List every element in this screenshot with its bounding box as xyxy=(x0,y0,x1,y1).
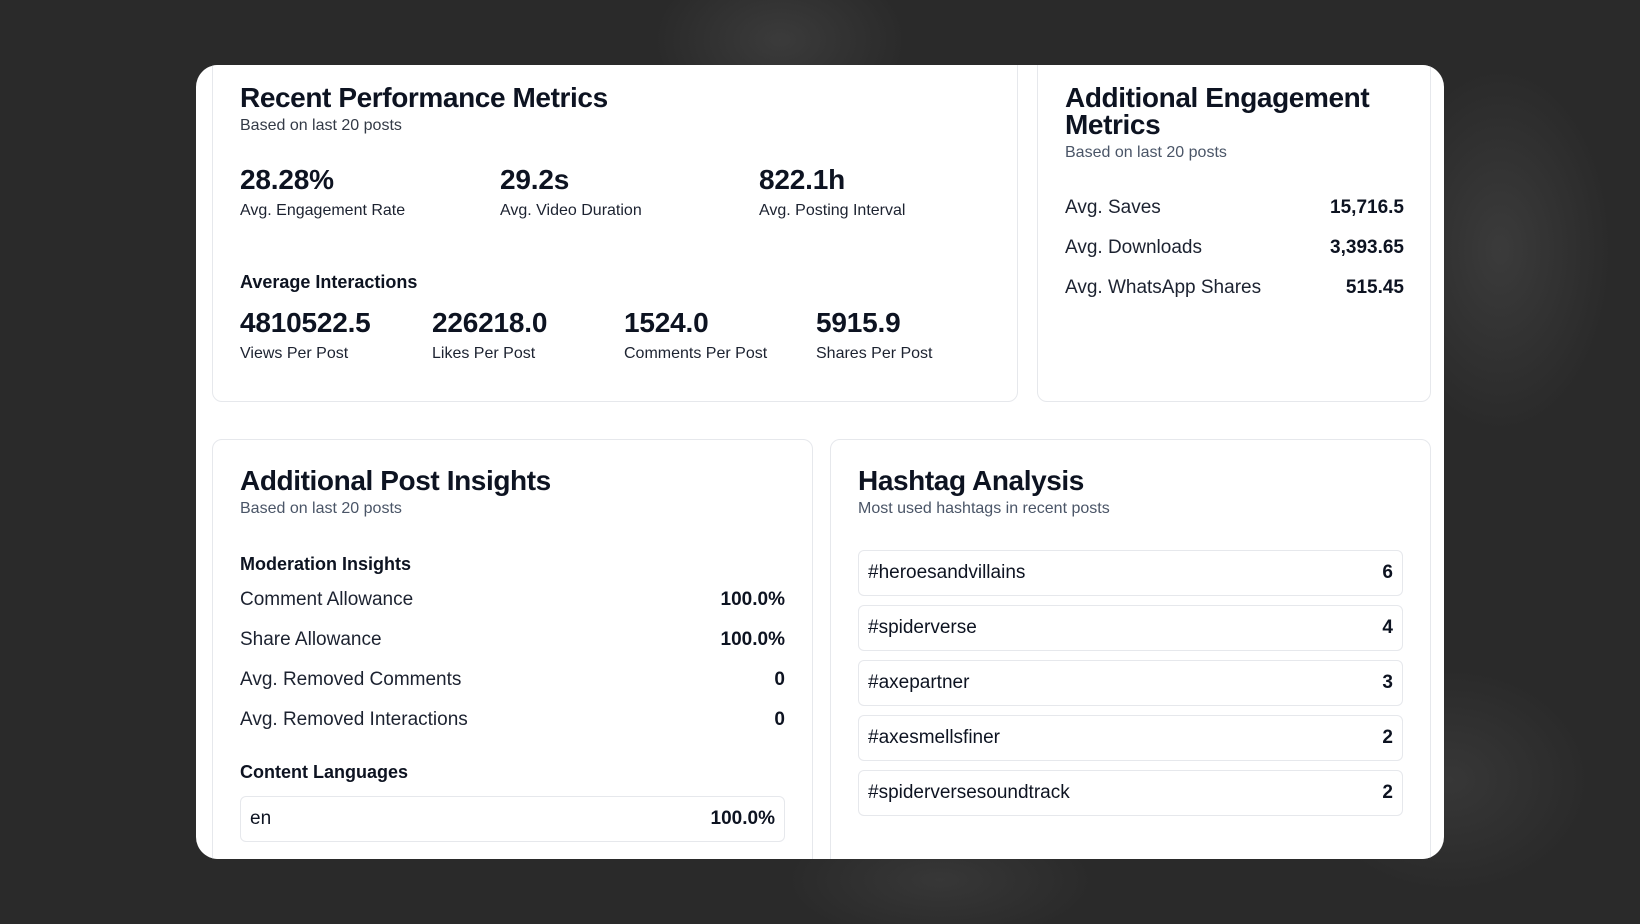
hashtag-item[interactable]: #axepartner 3 xyxy=(858,660,1403,706)
language-item: en 100.0% xyxy=(240,796,785,842)
hashtag-subtitle: Most used hashtags in recent posts xyxy=(858,500,1110,517)
row-label: Avg. WhatsApp Shares xyxy=(1065,277,1262,298)
interaction-shares: 5915.9 Shares Per Post xyxy=(816,307,933,363)
row-label: Comment Allowance xyxy=(240,589,414,610)
moderation-row-removed-comments: Avg. Removed Comments 0 xyxy=(240,660,785,700)
interaction-value: 1524.0 xyxy=(624,307,709,338)
interaction-label: Shares Per Post xyxy=(816,345,933,362)
row-value: 100.0% xyxy=(720,589,785,610)
hashtag-tag: #axesmellsfiner xyxy=(868,727,1000,748)
hashtag-item[interactable]: #spiderverse 4 xyxy=(858,605,1403,651)
row-value: 100.0% xyxy=(720,629,785,650)
stat-value: 28.28% xyxy=(240,164,334,195)
stat-value: 822.1h xyxy=(759,164,845,195)
row-label: Avg. Saves xyxy=(1065,197,1161,218)
hashtag-count: 2 xyxy=(1382,727,1393,748)
engagement-subtitle: Based on last 20 posts xyxy=(1065,144,1227,161)
hashtag-count: 3 xyxy=(1382,672,1393,693)
hashtag-tag: #heroesandvillains xyxy=(868,562,1026,583)
performance-card: Recent Performance Metrics Based on last… xyxy=(212,65,1018,402)
stat-label: Avg. Engagement Rate xyxy=(240,202,406,219)
moderation-row-removed-interactions: Avg. Removed Interactions 0 xyxy=(240,700,785,740)
moderation-heading: Moderation Insights xyxy=(240,554,411,574)
interaction-comments: 1524.0 Comments Per Post xyxy=(624,307,767,363)
row-value: 15,716.5 xyxy=(1330,197,1404,218)
hashtag-count: 4 xyxy=(1382,617,1393,638)
hashtag-item[interactable]: #spiderversesoundtrack 2 xyxy=(858,770,1403,816)
row-value: 0 xyxy=(774,709,785,730)
engagement-card: Additional Engagement Metrics Based on l… xyxy=(1037,65,1431,402)
hashtag-title: Hashtag Analysis xyxy=(858,465,1084,496)
engagement-title-line1: Additional Engagement xyxy=(1065,82,1370,113)
languages-heading: Content Languages xyxy=(240,762,409,782)
row-value: 0 xyxy=(774,669,785,690)
hashtag-tag: #spiderverse xyxy=(868,617,977,638)
stat-label: Avg. Posting Interval xyxy=(759,202,906,219)
performance-title: Recent Performance Metrics xyxy=(240,82,608,113)
engagement-title-line2: Metrics xyxy=(1065,109,1161,140)
insights-title: Additional Post Insights xyxy=(240,465,551,496)
hashtag-count: 2 xyxy=(1382,782,1393,803)
row-label: Avg. Downloads xyxy=(1065,237,1202,258)
language-label: en xyxy=(250,808,272,829)
moderation-row-comment-allowance: Comment Allowance 100.0% xyxy=(240,580,785,620)
row-label: Avg. Removed Comments xyxy=(240,669,462,690)
dashboard-panel: Recent Performance Metrics Based on last… xyxy=(196,65,1444,859)
interaction-value: 5915.9 xyxy=(816,307,901,338)
engagement-row-saves: Avg. Saves 15,716.5 xyxy=(1065,188,1404,228)
hashtag-tag: #spiderversesoundtrack xyxy=(868,782,1070,803)
hashtag-count: 6 xyxy=(1382,562,1393,583)
interaction-likes: 226218.0 Likes Per Post xyxy=(432,307,547,363)
stat-video-duration: 29.2s Avg. Video Duration xyxy=(500,164,642,220)
engagement-row-whatsapp: Avg. WhatsApp Shares 515.45 xyxy=(1065,268,1404,308)
interaction-value: 226218.0 xyxy=(432,307,548,338)
stat-value: 29.2s xyxy=(500,164,570,195)
stat-label: Avg. Video Duration xyxy=(500,202,642,219)
row-value: 515.45 xyxy=(1345,277,1404,298)
engagement-row-downloads: Avg. Downloads 3,393.65 xyxy=(1065,228,1404,268)
hashtag-item[interactable]: #axesmellsfiner 2 xyxy=(858,715,1403,761)
moderation-row-share-allowance: Share Allowance 100.0% xyxy=(240,620,785,660)
stat-posting-interval: 822.1h Avg. Posting Interval xyxy=(759,164,905,220)
hashtag-tag: #axepartner xyxy=(868,672,970,693)
performance-subtitle: Based on last 20 posts xyxy=(240,117,402,134)
hashtag-card: Hashtag Analysis Most used hashtags in r… xyxy=(830,439,1431,859)
interaction-label: Comments Per Post xyxy=(624,345,768,362)
interaction-value: 4810522.5 xyxy=(240,307,371,338)
insights-card: Additional Post Insights Based on last 2… xyxy=(212,439,813,859)
row-value: 3,393.65 xyxy=(1330,237,1404,258)
row-label: Share Allowance xyxy=(240,629,382,650)
language-value: 100.0% xyxy=(710,808,775,829)
stat-engagement-rate: 28.28% Avg. Engagement Rate xyxy=(240,164,405,220)
row-label: Avg. Removed Interactions xyxy=(240,709,468,730)
interactions-heading: Average Interactions xyxy=(240,272,418,292)
interaction-views: 4810522.5 Views Per Post xyxy=(240,307,371,363)
interaction-label: Views Per Post xyxy=(240,345,349,362)
insights-subtitle: Based on last 20 posts xyxy=(240,500,402,517)
interaction-label: Likes Per Post xyxy=(432,345,536,362)
hashtag-item[interactable]: #heroesandvillains 6 xyxy=(858,550,1403,596)
